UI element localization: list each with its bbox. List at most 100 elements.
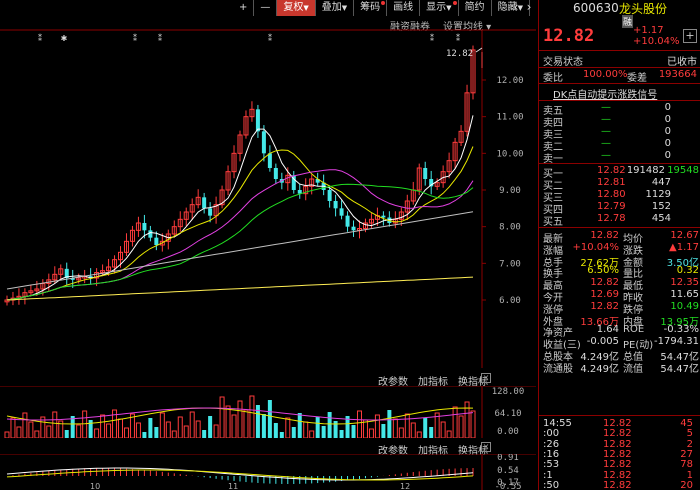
macd-y-tick-label: -0.55 [494,482,521,490]
tick-price: 12.82 [603,418,632,429]
candle-body [333,201,338,209]
stat-value: -1794.31 [654,336,699,348]
buy-level-3[interactable]: 买三 12.80 1129 [539,189,700,204]
ma60-line [6,211,474,290]
volume-bar [76,424,82,438]
sell-level-4[interactable]: 卖四 — 0 [539,114,700,129]
stat-value: 3.50亿 [666,257,699,269]
main-header-left[interactable]: 融资融券 [390,22,430,33]
toolbar-item-7[interactable]: 简约 [459,0,492,16]
nav-right-button[interactable]: › [526,0,532,14]
volume-bar [183,425,189,438]
candle-body [423,168,428,179]
volume-bar [159,412,165,438]
sell-level-1[interactable]: 卖一 — 0 [539,150,700,165]
volume-bar [237,400,243,438]
macd-add-indicator[interactable]: 加指标 [418,446,448,457]
toolbar-item-1[interactable]: — [254,0,278,16]
candle-body [345,215,350,227]
y-tick-label: 8.00 [499,223,521,233]
sell-level-2[interactable]: 卖二 — 0 [539,138,700,153]
candle-body [202,197,207,209]
stat-value: 12.82 [590,230,619,241]
dif-line [6,467,474,481]
candle-body [381,215,386,218]
stat-row: 净资产 1.64 ROE -0.33% [539,324,700,339]
candlestick-chart[interactable]: 12.00 11.00 10.00 9.00 8.00 7.00 6.00 ⁑ ✱ ⁑ ⁑ ⁑ ⁑ ⁑ 12… [0,16,536,368]
candle-body [464,92,470,132]
nav-left-button[interactable]: ‹ [513,0,519,14]
buy-level-1[interactable]: 买一 12.82 191482 19548 [539,165,700,180]
toolbar-item-2[interactable]: 复权▼ [277,0,316,16]
candle-body [112,259,118,268]
level-price: — [601,102,611,113]
macd-edit-params[interactable]: 改参数 [378,446,408,457]
tick-time: :1 [543,469,553,481]
stat-value: 0.32 [676,265,699,277]
volume-bar [303,421,309,438]
candle-body [106,266,112,272]
volume-switch-indicator[interactable]: 换指标 [458,377,488,388]
tick-price: 12.82 [603,459,632,471]
candle-body [297,190,302,194]
level-label: 卖一 [543,154,563,165]
candle-body [362,222,368,229]
buy-level-4[interactable]: 买四 12.79 152 [539,201,700,216]
level-price: — [601,114,611,125]
level-label: 卖四 [543,118,563,129]
level-price: — [601,138,611,149]
event-marker-icon: ⁑ [430,32,434,43]
sell-level-5[interactable]: 卖五 — 0 [539,102,700,117]
dea-line [6,469,474,481]
volume-y-tick-label: 128.00 [492,387,525,397]
volume-bar [315,417,320,438]
toolbar-item-6[interactable]: 显示▼ [420,0,459,16]
volume-bar [129,413,135,438]
sell-level-3[interactable]: 卖三 — 0 [539,126,700,141]
stat-row: 总股本 4.249亿 总值 54.47亿 [539,348,700,363]
candle-body [208,208,213,216]
volume-bar [123,427,129,438]
macd-y-tick-label: 0.17 [497,478,519,488]
y-tick-label: 7.00 [499,259,521,269]
toolbar-item-5[interactable]: 画线 [387,0,421,16]
volume-add-indicator[interactable]: 加指标 [418,377,448,388]
candle-body [458,130,464,143]
candle-body [142,223,147,231]
stat-value: 12.35 [670,277,699,289]
candle-body [273,168,278,179]
ma-settings[interactable]: 设置均线 ▾ [443,22,492,33]
volume-edit-params[interactable]: 改参数 [378,377,408,388]
tick-volume: 27 [680,448,693,460]
status-label: 交易状态 [543,57,583,68]
status-value: 已收市 [667,57,697,68]
volume-bar [339,430,344,438]
y-tick-label: 9.00 [499,186,521,196]
volume-chart[interactable]: 128.00 64.10 0.00 [0,386,536,438]
chevron-down-icon: ▼ [517,4,523,12]
toolbar-item-8[interactable]: 隐藏▼ [492,0,530,16]
macd-chart[interactable]: 0.91 0.54 0.17-0.55 10 11 12 [0,454,536,490]
level-price: 12.80 [597,189,626,200]
volume-bar [398,427,404,438]
stat-row: 总手 27.62万 金额 3.50亿 [539,254,700,269]
stat-value: 4.249亿 [580,352,619,363]
event-marker-icon: ✱ [61,34,68,43]
toolbar-item-3[interactable]: 叠加▼ [316,0,355,16]
tick-time: 14:55 [543,418,572,429]
toolbar-item-4[interactable]: 筹码 [354,0,388,16]
macd-switch-indicator[interactable]: 换指标 [458,446,488,457]
buy-level-2[interactable]: 买二 12.81 447 [539,177,700,192]
volume-bar [434,412,440,438]
volume-close-icon[interactable]: × [481,373,491,383]
toolbar-item-0[interactable]: + [233,0,255,16]
add-watchlist-button[interactable]: + [683,29,697,43]
macd-close-icon[interactable]: × [481,442,491,452]
y-tick-label: 10.00 [496,149,523,159]
buy-level-5[interactable]: 买五 12.78 454 [539,213,700,228]
candle-body [76,277,82,281]
volume-bar [458,415,464,438]
volume-bar [279,432,284,438]
candle-body [452,141,458,162]
signal-link[interactable]: DK点自动提示涨跌信号 [553,90,658,101]
